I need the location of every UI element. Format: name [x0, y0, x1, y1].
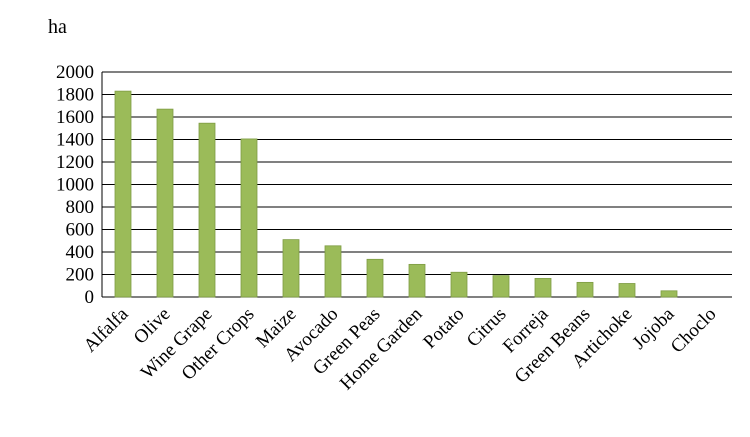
x-tick-label: Choclo — [667, 304, 721, 358]
bar — [366, 258, 384, 298]
y-tick-label: 200 — [66, 265, 95, 286]
bar — [618, 283, 636, 298]
y-tick-label: 800 — [66, 197, 95, 218]
y-tick-label: 1600 — [56, 107, 94, 128]
y-tick-label: 1800 — [56, 85, 94, 106]
bar — [114, 90, 132, 298]
x-tick-label: Potato — [419, 304, 468, 353]
y-tick-label: 1400 — [56, 130, 94, 151]
y-tick-label: 400 — [66, 242, 95, 263]
bar — [492, 275, 510, 298]
bar — [660, 290, 678, 298]
y-tick-label: 0 — [85, 287, 95, 308]
y-tick-label: 600 — [66, 220, 95, 241]
bar — [198, 122, 216, 298]
bar — [408, 263, 426, 298]
bar — [282, 239, 300, 298]
bar — [450, 271, 468, 298]
bar — [324, 245, 342, 298]
y-tick-label: 1000 — [56, 175, 94, 196]
x-tick-label: Alfalfa — [80, 303, 133, 356]
y-axis-unit-label: ha — [48, 16, 67, 38]
bar — [534, 278, 552, 298]
bar — [576, 281, 594, 298]
y-tick-label: 1200 — [56, 152, 94, 173]
bar — [240, 138, 258, 298]
y-tick-label: 2000 — [56, 62, 94, 83]
bar — [156, 108, 174, 298]
